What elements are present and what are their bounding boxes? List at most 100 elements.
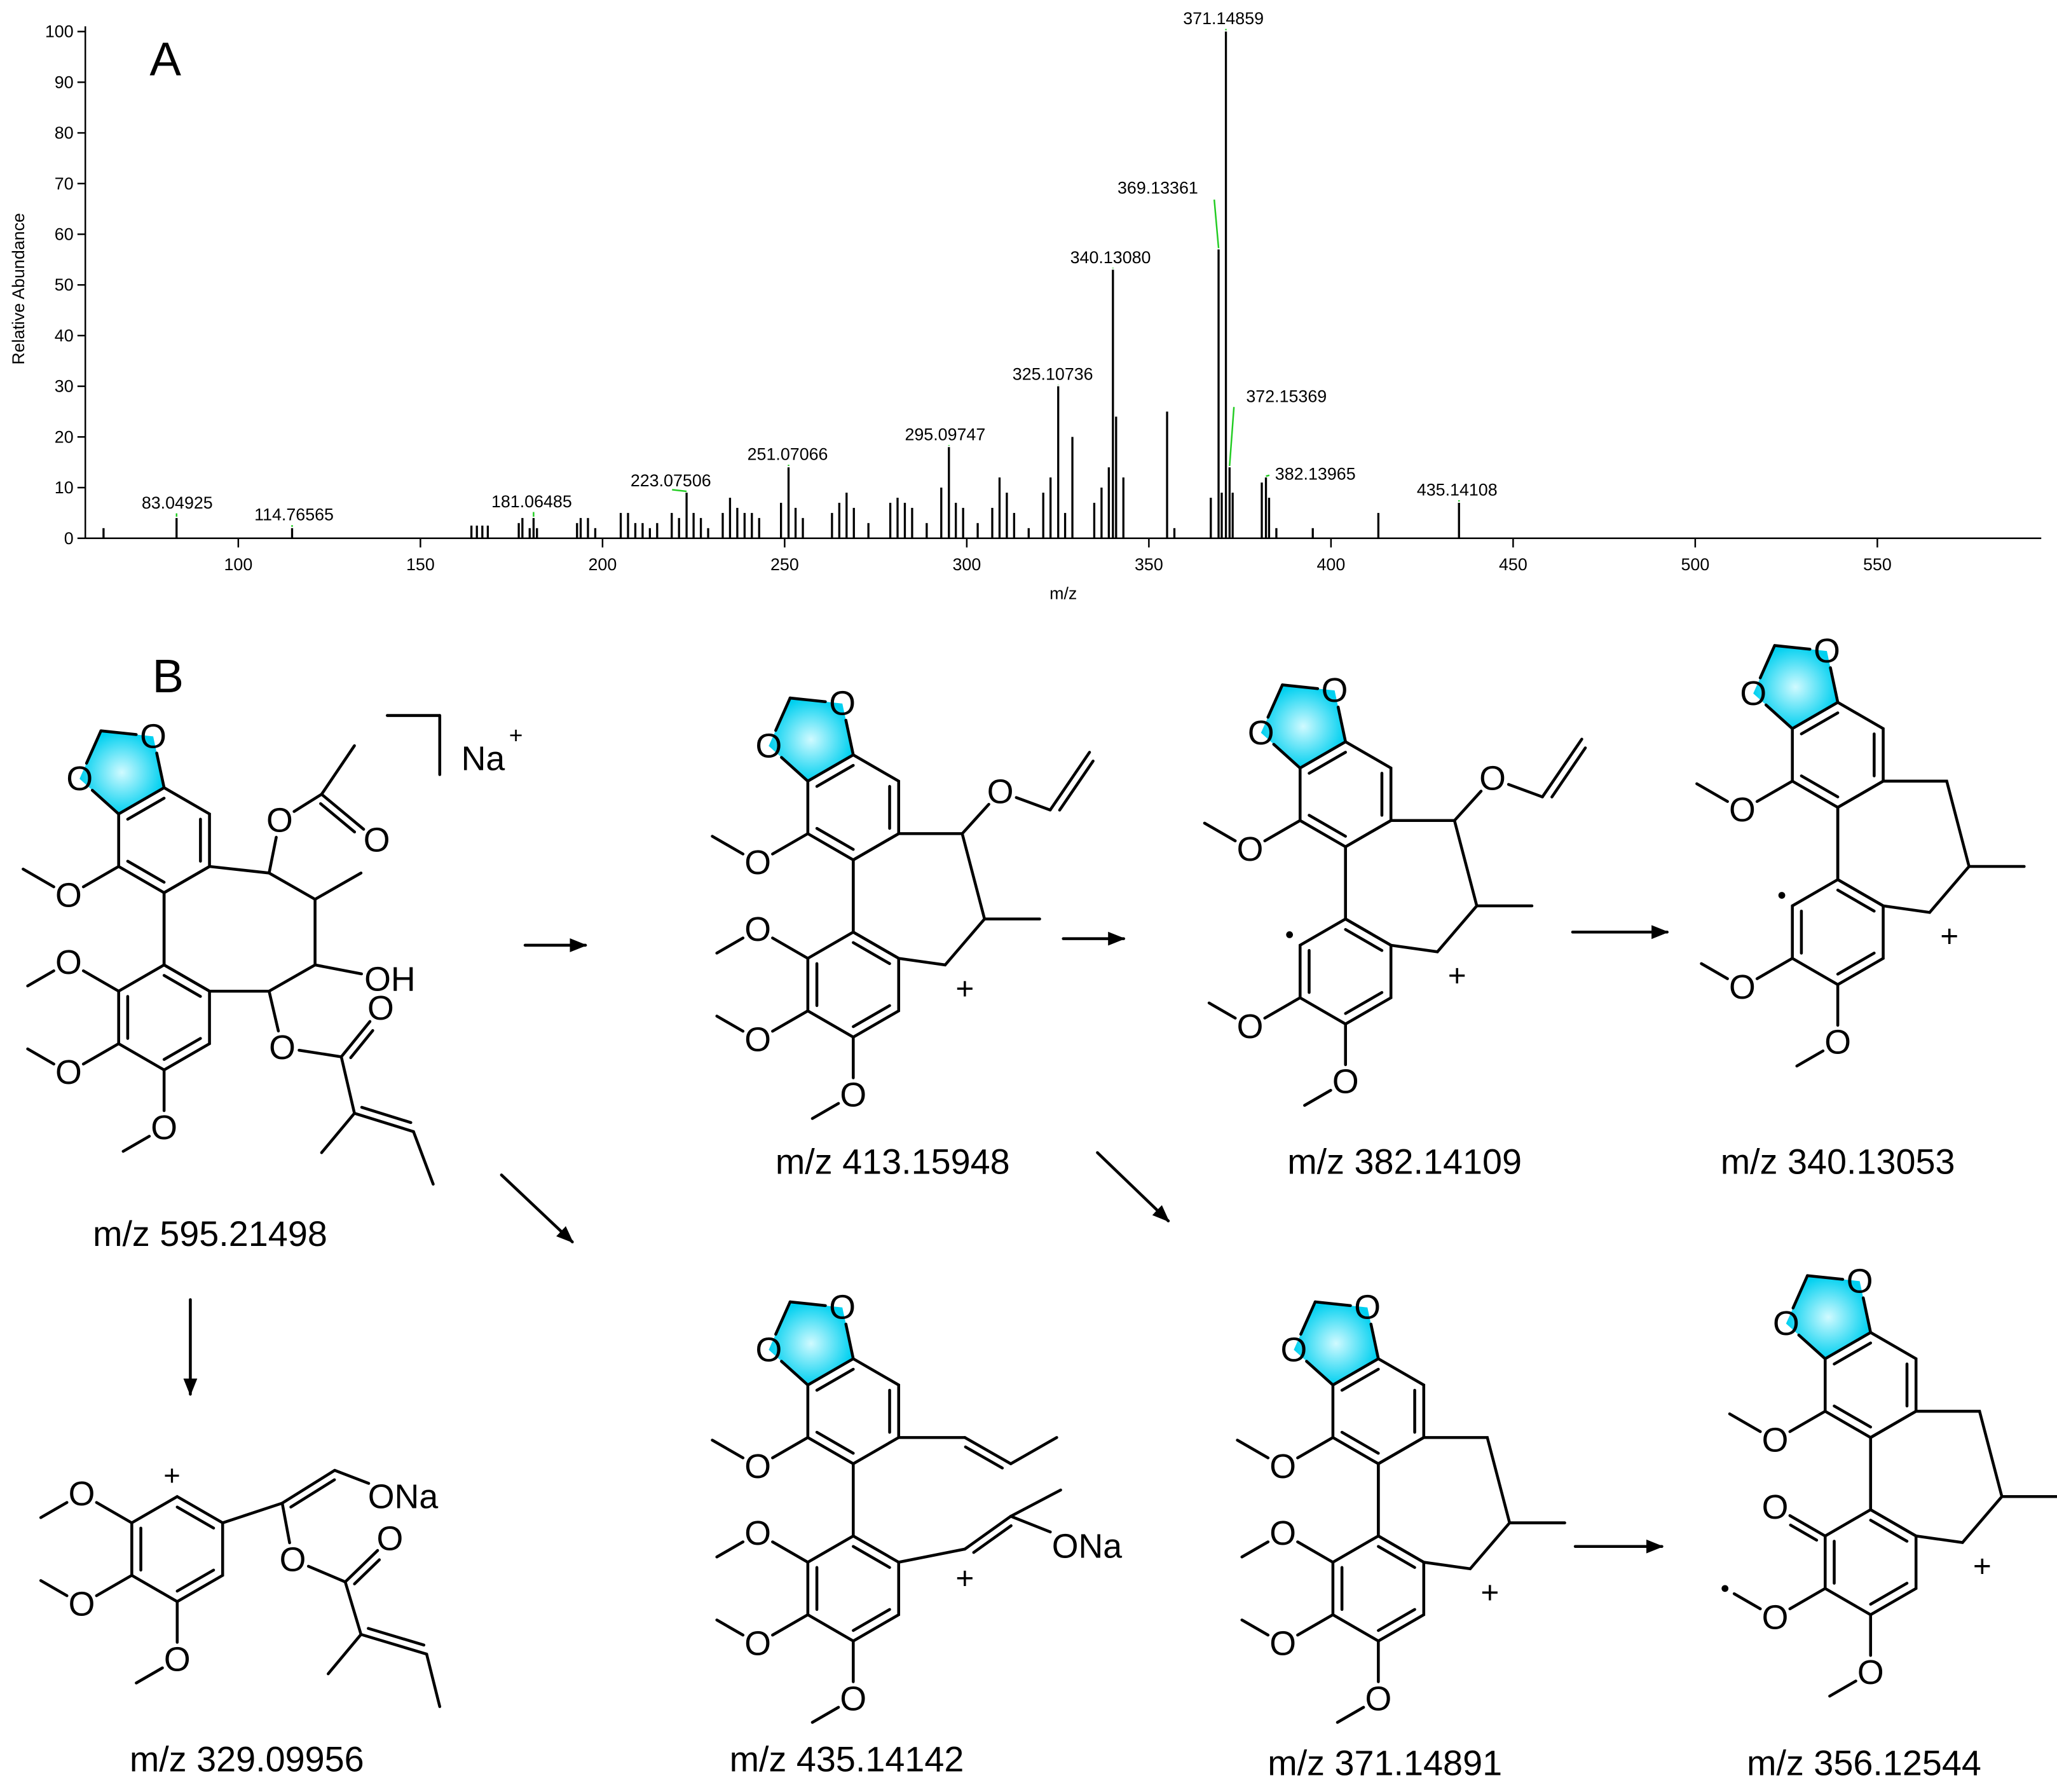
bond: [1695, 782, 1729, 804]
bond: [1308, 751, 1347, 775]
peak-label: 369.13361: [1117, 178, 1198, 197]
bond: [81, 865, 120, 889]
atom-label: O: [1762, 1598, 1789, 1636]
atom-label: O: [367, 989, 394, 1027]
bond: [1009, 1488, 1062, 1518]
peak: [845, 493, 848, 538]
bond: [95, 1501, 133, 1524]
peak: [728, 497, 732, 538]
bond: [771, 936, 810, 960]
peak-label: 382.13965: [1275, 465, 1356, 484]
bond: [339, 1020, 372, 1058]
bond: [1833, 1341, 1873, 1365]
bond: [1296, 1613, 1335, 1637]
bond: [852, 1004, 891, 1029]
atom-label: ONa: [1052, 1528, 1123, 1566]
bond: [360, 1105, 413, 1125]
fragment-mz: m/z 595.21498: [93, 1214, 327, 1254]
x-axis-label: m/z: [1049, 584, 1077, 603]
atom-label: O: [151, 1109, 177, 1147]
peak-label: 181.06485: [491, 492, 572, 511]
atom-label: O: [840, 1076, 866, 1114]
atom-label: O: [1269, 1625, 1296, 1663]
bond: [1755, 779, 1794, 804]
ring: [117, 963, 211, 1072]
bond: [1336, 706, 1347, 744]
bond: [412, 1130, 435, 1186]
fragment-mz: m/z 382.14109: [1287, 1142, 1522, 1182]
peak: [175, 517, 178, 538]
ring: [1786, 1275, 1871, 1359]
peak: [852, 507, 855, 538]
atom-label: O: [829, 1289, 856, 1327]
bond: [162, 974, 202, 998]
bond: [221, 1501, 284, 1524]
atom-label: +: [509, 722, 523, 749]
ring: [806, 930, 901, 1039]
bond: [1795, 1049, 1825, 1068]
bond: [715, 1015, 745, 1033]
ring: [806, 1534, 901, 1643]
atom-label: O: [840, 1679, 866, 1718]
ring: [1294, 1302, 1379, 1385]
peak: [1217, 249, 1220, 538]
bond: [353, 1558, 381, 1585]
bond: [367, 1627, 426, 1647]
ring: [1344, 819, 1479, 954]
peak: [955, 502, 957, 538]
x-tick-label: 100: [224, 555, 253, 574]
bond: [1340, 1367, 1380, 1392]
bond: [95, 1573, 133, 1597]
atom-label: O: [1281, 1330, 1308, 1369]
ring: [1791, 701, 1885, 809]
atom-label: Na: [461, 740, 505, 778]
bond: [289, 1478, 336, 1509]
bond: [844, 718, 855, 756]
peak-label: 372.15369: [1246, 387, 1327, 406]
peak: [1220, 493, 1223, 538]
peak: [1224, 31, 1227, 538]
bond: [175, 1505, 215, 1530]
peak: [594, 528, 597, 538]
radical-dot: [1721, 1585, 1729, 1592]
atom-label: O: [1322, 671, 1348, 709]
bond: [1773, 644, 1812, 651]
peak: [802, 517, 804, 538]
atom-label: O: [829, 685, 856, 723]
peak: [751, 512, 753, 538]
atom-label: O: [1269, 1447, 1296, 1486]
bond: [297, 1048, 343, 1058]
peak: [998, 477, 1001, 538]
peak: [1115, 416, 1117, 538]
peak-label: 114.76565: [254, 505, 334, 524]
bond: [1299, 1300, 1317, 1336]
bond: [1789, 1523, 1819, 1542]
ring: [1331, 1534, 1426, 1643]
peak: [1458, 502, 1460, 538]
bond: [1263, 819, 1302, 843]
x-tick-label: 300: [952, 555, 981, 574]
peak: [780, 502, 782, 538]
peak: [648, 528, 652, 538]
bond: [1788, 1409, 1827, 1433]
ring: [806, 1357, 901, 1466]
peak: [1049, 477, 1052, 538]
bond: [1296, 1540, 1335, 1564]
peak: [707, 528, 709, 538]
bond: [1452, 790, 1483, 823]
ring: [130, 1494, 224, 1604]
ring: [1261, 685, 1346, 769]
atom-label: +: [163, 1460, 181, 1492]
peak: [940, 488, 943, 538]
bond: [268, 835, 278, 875]
bond: [771, 1436, 810, 1460]
peak: [692, 512, 695, 538]
panel-label: B: [153, 650, 184, 702]
peak: [685, 493, 688, 538]
bond: [844, 1322, 855, 1360]
bond: [1058, 759, 1095, 812]
bond: [1296, 1436, 1335, 1460]
bond: [1207, 1001, 1237, 1020]
y-tick-label: 0: [64, 529, 74, 548]
bond: [1755, 957, 1794, 980]
